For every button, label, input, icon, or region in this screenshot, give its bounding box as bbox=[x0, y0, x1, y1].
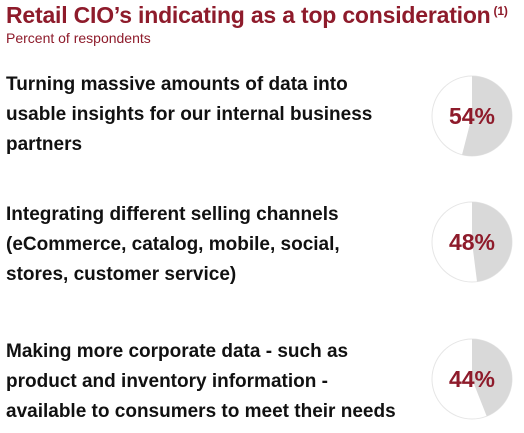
consideration-row: Turning massive amounts of data into usa… bbox=[0, 70, 524, 160]
pie-chart: 54% bbox=[430, 74, 514, 158]
pie-svg bbox=[431, 338, 513, 420]
consideration-text: Turning massive amounts of data into usa… bbox=[6, 70, 416, 160]
consideration-text-line: Integrating different selling channels bbox=[6, 204, 339, 225]
pie-svg bbox=[431, 75, 513, 157]
consideration-text-line: Making more corporate data - such as bbox=[6, 341, 349, 362]
pie-percent-label: 44% bbox=[448, 365, 496, 392]
pie-slice bbox=[462, 76, 513, 156]
consideration-row: Integrating different selling channels (… bbox=[0, 200, 524, 290]
pie-percent-label: 54% bbox=[448, 102, 496, 129]
pie-svg bbox=[431, 201, 513, 283]
pie-chart: 48% bbox=[430, 200, 514, 284]
pie-slice bbox=[472, 339, 512, 417]
title-footnote-marker: (1) bbox=[493, 4, 508, 18]
consideration-text-line: Turning massive amounts of data into bbox=[6, 74, 348, 95]
consideration-text-line: available to consumers to meet their nee… bbox=[6, 401, 396, 422]
consideration-text-line: (eCommerce, catalog, mobile, social, bbox=[6, 234, 340, 255]
chart-title-text: Retail CIO’s indicating as a top conside… bbox=[6, 2, 491, 28]
consideration-row: Making more corporate data - such as pro… bbox=[0, 337, 524, 431]
pie-chart: 44% bbox=[430, 337, 514, 421]
consideration-text-line: usable insights for our internal busines… bbox=[6, 104, 373, 125]
pie-percent-label: 48% bbox=[448, 228, 496, 255]
pie-slice bbox=[472, 202, 512, 282]
chart-title: Retail CIO’s indicating as a top conside… bbox=[6, 2, 508, 29]
chart-subtitle: Percent of respondents bbox=[6, 30, 151, 46]
consideration-text-line: product and inventory information - bbox=[6, 371, 328, 392]
consideration-text-line: stores, customer service) bbox=[6, 264, 237, 285]
consideration-text: Making more corporate data - such as pro… bbox=[6, 337, 416, 427]
consideration-text-line: partners bbox=[6, 134, 83, 155]
consideration-text: Integrating different selling channels (… bbox=[6, 200, 416, 290]
